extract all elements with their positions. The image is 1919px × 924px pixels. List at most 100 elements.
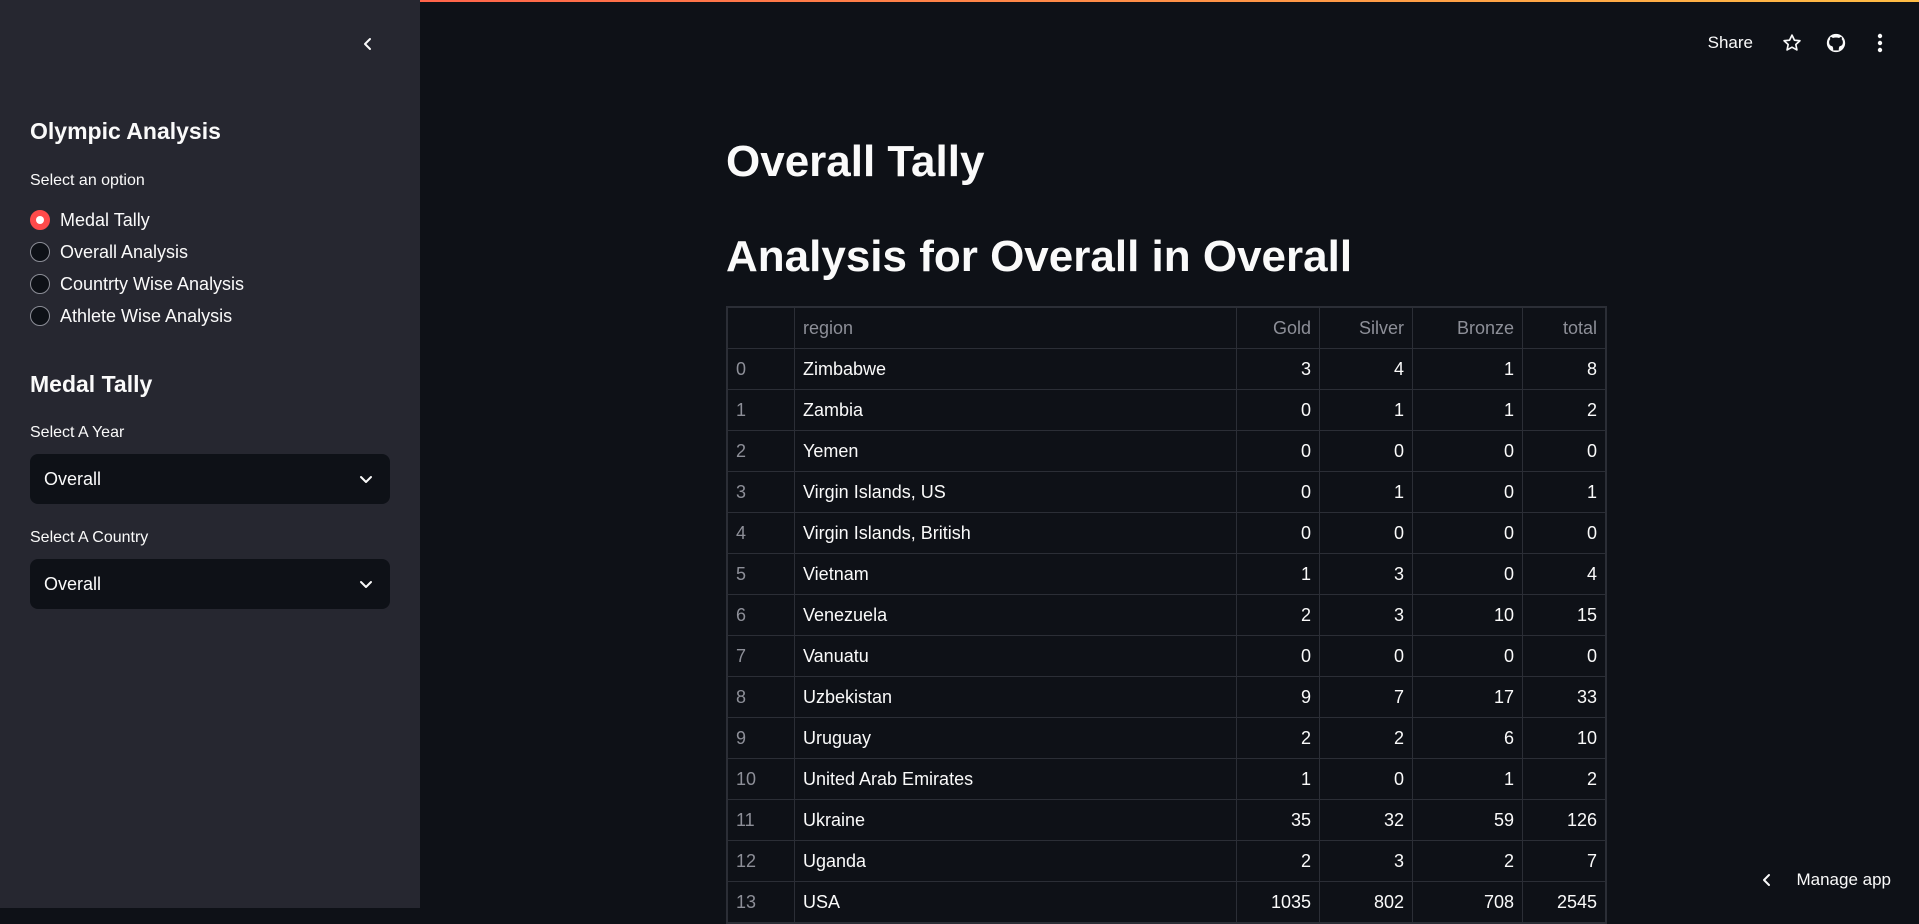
bronze-cell[interactable]: 6 (1413, 718, 1523, 759)
gold-cell[interactable]: 9 (1237, 677, 1320, 718)
radio-option-athlete-wise-analysis[interactable]: Athlete Wise Analysis (30, 300, 244, 332)
region-cell[interactable]: Yemen (795, 431, 1237, 472)
total-cell[interactable]: 7 (1523, 841, 1606, 882)
radio-option-country-wise-analysis[interactable]: Countrty Wise Analysis (30, 268, 244, 300)
column-header-total[interactable]: total (1523, 308, 1606, 349)
silver-cell[interactable]: 0 (1320, 759, 1413, 800)
radio-option-medal-tally[interactable]: Medal Tally (30, 204, 244, 236)
silver-cell[interactable]: 3 (1320, 841, 1413, 882)
bronze-cell[interactable]: 1 (1413, 759, 1523, 800)
gold-cell[interactable]: 0 (1237, 472, 1320, 513)
bronze-cell[interactable]: 0 (1413, 431, 1523, 472)
total-cell[interactable]: 2545 (1523, 882, 1606, 923)
total-cell[interactable]: 0 (1523, 513, 1606, 554)
bronze-cell[interactable]: 17 (1413, 677, 1523, 718)
collapse-sidebar-button[interactable] (356, 32, 380, 56)
radio-button[interactable] (30, 242, 50, 262)
silver-cell[interactable]: 3 (1320, 554, 1413, 595)
row-index-cell[interactable]: 4 (728, 513, 795, 554)
region-cell[interactable]: Vanuatu (795, 636, 1237, 677)
gold-cell[interactable]: 3 (1237, 349, 1320, 390)
region-cell[interactable]: Uzbekistan (795, 677, 1237, 718)
gold-cell[interactable]: 0 (1237, 390, 1320, 431)
bronze-cell[interactable]: 1 (1413, 390, 1523, 431)
radio-button-selected[interactable] (30, 210, 50, 230)
gold-cell[interactable]: 35 (1237, 800, 1320, 841)
row-index-cell[interactable]: 5 (728, 554, 795, 595)
region-cell[interactable]: Virgin Islands, US (795, 472, 1237, 513)
total-cell[interactable]: 2 (1523, 390, 1606, 431)
silver-cell[interactable]: 1 (1320, 472, 1413, 513)
row-index-cell[interactable]: 8 (728, 677, 795, 718)
silver-cell[interactable]: 0 (1320, 513, 1413, 554)
region-cell[interactable]: Zimbabwe (795, 349, 1237, 390)
row-index-cell[interactable]: 11 (728, 800, 795, 841)
region-cell[interactable]: Virgin Islands, British (795, 513, 1237, 554)
bronze-cell[interactable]: 708 (1413, 882, 1523, 923)
more-options-button[interactable] (1869, 32, 1891, 54)
region-cell[interactable]: Venezuela (795, 595, 1237, 636)
country-select[interactable]: Overall (30, 559, 390, 609)
row-index-cell[interactable]: 1 (728, 390, 795, 431)
region-cell[interactable]: Zambia (795, 390, 1237, 431)
row-index-cell[interactable]: 12 (728, 841, 795, 882)
row-index-cell[interactable]: 7 (728, 636, 795, 677)
row-index-cell[interactable]: 6 (728, 595, 795, 636)
silver-cell[interactable]: 2 (1320, 718, 1413, 759)
total-cell[interactable]: 0 (1523, 431, 1606, 472)
row-index-cell[interactable]: 13 (728, 882, 795, 923)
region-cell[interactable]: Uganda (795, 841, 1237, 882)
total-cell[interactable]: 4 (1523, 554, 1606, 595)
silver-cell[interactable]: 4 (1320, 349, 1413, 390)
radio-option-overall-analysis[interactable]: Overall Analysis (30, 236, 244, 268)
row-index-cell[interactable]: 9 (728, 718, 795, 759)
total-cell[interactable]: 126 (1523, 800, 1606, 841)
gold-cell[interactable]: 0 (1237, 513, 1320, 554)
total-cell[interactable]: 0 (1523, 636, 1606, 677)
github-button[interactable] (1825, 32, 1847, 54)
region-cell[interactable]: Ukraine (795, 800, 1237, 841)
region-cell[interactable]: Vietnam (795, 554, 1237, 595)
region-cell[interactable]: Uruguay (795, 718, 1237, 759)
gold-cell[interactable]: 2 (1237, 595, 1320, 636)
silver-cell[interactable]: 7 (1320, 677, 1413, 718)
row-index-cell[interactable]: 0 (728, 349, 795, 390)
gold-cell[interactable]: 1 (1237, 554, 1320, 595)
column-header-region[interactable]: region (795, 308, 1237, 349)
bronze-cell[interactable]: 1 (1413, 349, 1523, 390)
total-cell[interactable]: 10 (1523, 718, 1606, 759)
silver-cell[interactable]: 1 (1320, 390, 1413, 431)
year-select[interactable]: Overall (30, 454, 390, 504)
bronze-cell[interactable]: 0 (1413, 513, 1523, 554)
total-cell[interactable]: 2 (1523, 759, 1606, 800)
gold-cell[interactable]: 1035 (1237, 882, 1320, 923)
column-header-silver[interactable]: Silver (1320, 308, 1413, 349)
bronze-cell[interactable]: 59 (1413, 800, 1523, 841)
gold-cell[interactable]: 0 (1237, 636, 1320, 677)
gold-cell[interactable]: 2 (1237, 718, 1320, 759)
radio-button[interactable] (30, 306, 50, 326)
gold-cell[interactable]: 2 (1237, 841, 1320, 882)
total-cell[interactable]: 1 (1523, 472, 1606, 513)
silver-cell[interactable]: 0 (1320, 431, 1413, 472)
row-index-cell[interactable]: 2 (728, 431, 795, 472)
bronze-cell[interactable]: 0 (1413, 636, 1523, 677)
bronze-cell[interactable]: 0 (1413, 472, 1523, 513)
total-cell[interactable]: 8 (1523, 349, 1606, 390)
column-header-bronze[interactable]: Bronze (1413, 308, 1523, 349)
gold-cell[interactable]: 1 (1237, 759, 1320, 800)
column-header-index[interactable] (728, 308, 795, 349)
column-header-gold[interactable]: Gold (1237, 308, 1320, 349)
region-cell[interactable]: USA (795, 882, 1237, 923)
manage-app-button[interactable]: Manage app (1760, 866, 1891, 894)
star-button[interactable] (1781, 32, 1803, 54)
bronze-cell[interactable]: 10 (1413, 595, 1523, 636)
total-cell[interactable]: 33 (1523, 677, 1606, 718)
region-cell[interactable]: United Arab Emirates (795, 759, 1237, 800)
radio-button[interactable] (30, 274, 50, 294)
row-index-cell[interactable]: 10 (728, 759, 795, 800)
silver-cell[interactable]: 0 (1320, 636, 1413, 677)
share-button[interactable]: Share (1708, 33, 1753, 53)
bronze-cell[interactable]: 2 (1413, 841, 1523, 882)
